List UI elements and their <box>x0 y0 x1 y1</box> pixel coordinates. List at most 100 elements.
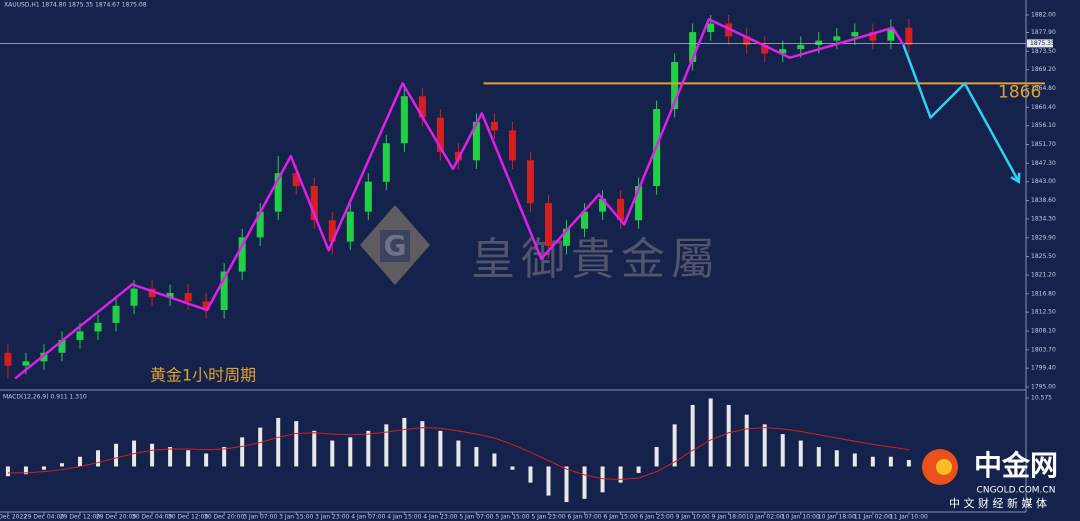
y-tick-label: 1877.90 <box>1031 29 1056 36</box>
forecast-line <box>902 44 1020 183</box>
y-tick-label: 1838.60 <box>1031 197 1056 204</box>
candle-body <box>310 186 318 221</box>
macd-bar <box>654 447 659 467</box>
candle-body <box>563 228 571 246</box>
watermark-logo: G <box>360 205 430 285</box>
macd-bar <box>600 466 605 493</box>
x-tick-label: 5 Jan 15:00 <box>495 514 529 521</box>
candle-body <box>400 96 408 144</box>
y-tick-label: 1816.80 <box>1031 290 1056 297</box>
macd-bar <box>852 453 857 467</box>
x-tick-label: 28 Dec 2022 <box>0 514 27 521</box>
level-label: 1866 <box>998 82 1041 102</box>
y-tick-label: 1825.50 <box>1031 253 1056 260</box>
y-tick-label: 1869.20 <box>1031 66 1056 73</box>
y-tick-label: 1799.40 <box>1031 365 1056 372</box>
x-tick-label: 5 Jan 23:00 <box>531 514 565 521</box>
candle-body <box>707 23 715 33</box>
macd-bar <box>870 456 875 467</box>
x-tick-label: 4 Jan 23:00 <box>423 514 457 521</box>
x-tick-label: 6 Jan 23:00 <box>640 514 674 521</box>
macd-bar <box>780 434 785 467</box>
y-tick-label: 1821.20 <box>1031 271 1056 278</box>
macd-bar <box>258 427 263 467</box>
macd-bar <box>23 466 28 475</box>
candle-body <box>869 32 877 41</box>
y-tick-label: 1808.10 <box>1031 327 1056 334</box>
macd-bar <box>96 450 101 467</box>
macd-bar <box>636 466 641 473</box>
macd-bar <box>456 440 461 467</box>
x-tick-label: 10 Jan 02:00 <box>746 514 784 521</box>
macd-label: MACD(12,26,9) 0.911 1.310 <box>3 394 87 401</box>
x-tick-label: 10 Jan 18:00 <box>818 514 856 521</box>
macd-tick-label: 10.575 <box>1031 395 1052 402</box>
annotation: 黄金1小时周期 <box>150 366 256 385</box>
macd-bar <box>510 466 515 470</box>
y-tick-label: 1795.00 <box>1031 384 1056 391</box>
candle-body <box>40 352 48 362</box>
x-tick-label: 3 Jan 15:00 <box>279 514 313 521</box>
macd-bar <box>762 424 767 467</box>
macd-bar <box>312 430 317 467</box>
candle-body <box>22 361 30 366</box>
candle-body <box>130 288 138 306</box>
macd-bar <box>348 437 353 467</box>
candle-body <box>581 211 589 229</box>
last-price-label: 1875.35 <box>1030 40 1055 47</box>
x-tick-label: 6 Jan 07:00 <box>567 514 601 521</box>
watermark: 皇御貴金屬 <box>471 234 721 285</box>
candle-body <box>490 121 498 131</box>
x-tick-label: 30 Dec 04:00 <box>132 514 173 521</box>
macd-bar <box>726 404 731 467</box>
x-tick-label: 3 Jan 07:00 <box>243 514 277 521</box>
macd-bar <box>492 453 497 467</box>
macd-bar <box>708 398 713 467</box>
candle-body <box>292 173 300 187</box>
candle-body <box>635 186 643 221</box>
x-tick-label: 3 Jan 23:00 <box>315 514 349 521</box>
candle-body <box>58 339 66 353</box>
candle-body <box>436 117 444 152</box>
y-tick-label: 1856.10 <box>1031 122 1056 129</box>
x-tick-label: 6 Jan 15:00 <box>603 514 637 521</box>
candle-body <box>779 49 787 54</box>
macd-bar <box>438 430 443 467</box>
logo-slogan: 中 文 财 经 新 媒 体 <box>949 496 1047 510</box>
site-logo: 中金网 CNGOLD.COM.CN 中 文 财 经 新 媒 体 <box>922 449 1058 510</box>
macd-bar <box>474 447 479 467</box>
candle-body <box>508 130 516 161</box>
x-tick-label: 11 Jan 02:00 <box>854 514 892 521</box>
forecast-arrowhead <box>1010 172 1021 184</box>
candle-body <box>328 220 336 242</box>
candle-body <box>112 305 120 323</box>
macd-bar <box>276 417 281 467</box>
candle-body <box>761 44 769 54</box>
macd-bar <box>59 463 64 467</box>
x-tick-label: 9 Jan 18:00 <box>712 514 746 521</box>
candle-body <box>743 36 751 45</box>
candle-body <box>256 211 264 238</box>
macd-bar <box>150 443 155 467</box>
macd-bar <box>240 437 245 467</box>
macd-bar <box>204 453 209 467</box>
x-tick-label: 4 Jan 07:00 <box>351 514 385 521</box>
x-tick-label: 29 Dec 12:00 <box>60 514 101 521</box>
macd-bar <box>222 447 227 467</box>
y-tick-label: 1873.50 <box>1031 48 1056 55</box>
candle-body <box>148 288 156 298</box>
macd-bar <box>420 421 425 467</box>
candle-body <box>617 198 625 221</box>
candle-body <box>671 62 679 110</box>
candle-body <box>238 237 246 272</box>
macd-bar <box>78 456 83 467</box>
candle-body <box>4 352 12 366</box>
candle-body <box>472 121 480 161</box>
macd-bar <box>798 440 803 467</box>
last-price-box <box>1027 39 1053 48</box>
x-tick-label: 10 Jan 10:00 <box>782 514 820 521</box>
logo-name: 中金网 <box>974 449 1058 482</box>
macd-bar <box>186 450 191 467</box>
x-tick-label: 29 Dec 04:00 <box>24 514 65 521</box>
macd-bar <box>168 447 173 467</box>
